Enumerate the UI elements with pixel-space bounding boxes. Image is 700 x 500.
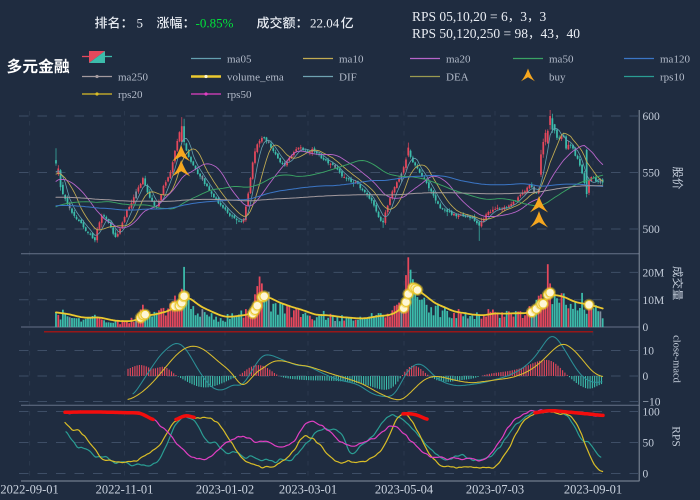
svg-text:RPS 50,120,250 =: RPS 50,120,250 = — [412, 26, 511, 41]
svg-text:ma20: ma20 — [446, 54, 471, 66]
svg-text:500: 500 — [643, 224, 661, 236]
svg-text:buy: buy — [549, 72, 566, 84]
svg-text:2023-09-01: 2023-09-01 — [564, 483, 622, 497]
svg-text:close-macd: close-macd — [671, 335, 682, 384]
svg-text:RPS: RPS — [670, 426, 682, 446]
svg-text:40: 40 — [567, 26, 581, 41]
svg-text:RPS 05,10,20 =: RPS 05,10,20 = — [412, 9, 498, 24]
svg-text:ma250: ma250 — [118, 72, 148, 84]
svg-text:10M: 10M — [643, 295, 665, 307]
svg-text:DIF: DIF — [339, 72, 357, 84]
svg-text:ma120: ma120 — [660, 54, 690, 66]
svg-text:2023-01-02: 2023-01-02 — [196, 483, 254, 497]
svg-text:rps10: rps10 — [660, 72, 685, 84]
svg-text:550: 550 — [643, 168, 661, 180]
svg-text:2022-11-01: 2022-11-01 — [96, 483, 154, 497]
svg-text:43: 43 — [541, 26, 555, 41]
svg-text:20M: 20M — [643, 267, 665, 279]
svg-text:2023-05-04: 2023-05-04 — [375, 483, 434, 497]
svg-text:2023-03-01: 2023-03-01 — [279, 483, 337, 497]
svg-text:22.04: 22.04 — [310, 16, 340, 31]
svg-text:98: 98 — [515, 26, 529, 41]
svg-text:0: 0 — [643, 322, 649, 334]
svg-text:600: 600 — [643, 111, 661, 123]
svg-text:2023-07-03: 2023-07-03 — [466, 483, 524, 497]
svg-text:0: 0 — [643, 469, 649, 481]
svg-text:0: 0 — [643, 371, 649, 383]
svg-text:rps20: rps20 — [118, 89, 143, 101]
svg-text:3: 3 — [520, 9, 527, 24]
svg-text:ma05: ma05 — [227, 54, 252, 66]
svg-text:rps50: rps50 — [227, 89, 252, 101]
svg-text:2022-09-01: 2022-09-01 — [0, 483, 58, 497]
svg-text:ma10: ma10 — [339, 54, 364, 66]
svg-text:5: 5 — [137, 16, 144, 31]
svg-text:50: 50 — [643, 438, 655, 450]
svg-text:ma50: ma50 — [549, 54, 574, 66]
svg-text:6: 6 — [501, 9, 508, 24]
svg-text:−10: −10 — [643, 397, 661, 409]
svg-text:volume_ema: volume_ema — [227, 72, 284, 84]
svg-text:3: 3 — [540, 9, 547, 24]
svg-text:100: 100 — [643, 407, 661, 419]
svg-text:10: 10 — [643, 346, 655, 358]
svg-text:DEA: DEA — [446, 72, 469, 84]
svg-text:-0.85%: -0.85% — [196, 16, 234, 31]
